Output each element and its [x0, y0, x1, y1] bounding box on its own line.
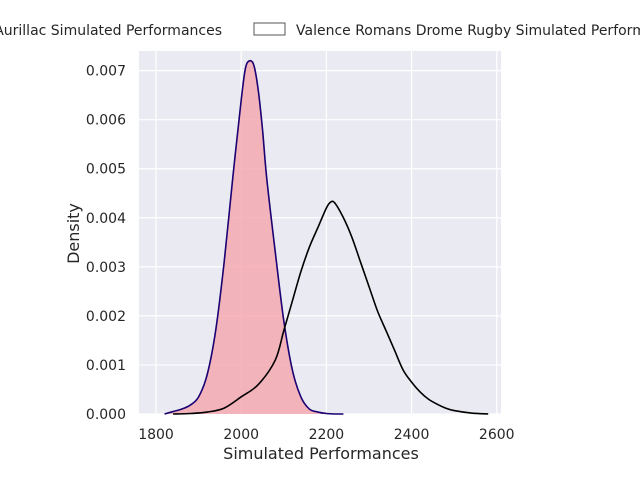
y-axis-label: Density [64, 203, 83, 264]
y-tick-label: 0.000 [86, 407, 126, 423]
y-tick-label: 0.006 [86, 113, 126, 129]
legend-swatch-aurillac [253, 22, 286, 36]
x-tick-label: 2400 [394, 427, 430, 443]
density-line-valence [173, 200, 489, 415]
y-tick-label: 0.001 [86, 358, 126, 374]
legend-label-valence: Valence Romans Drome Rugby Simulated Per… [296, 23, 640, 39]
x-tick-label: 1800 [138, 427, 174, 443]
density-line-aurillac [164, 59, 344, 415]
y-tick-label: 0.003 [86, 260, 126, 276]
x-axis-label: Simulated Performances [223, 444, 419, 463]
legend: Aurillac Simulated Performances Valence … [0, 22, 640, 39]
y-tick-label: 0.005 [86, 162, 126, 178]
y-tick-label: 0.002 [86, 309, 126, 325]
x-tick-label: 2600 [479, 427, 515, 443]
y-tick-label: 0.004 [86, 211, 126, 227]
series-layer [164, 59, 489, 415]
density-area-aurillac [164, 60, 344, 414]
legend-label-aurillac: Aurillac Simulated Performances [0, 23, 222, 39]
x-tick-label: 2000 [223, 427, 259, 443]
x-tick-label: 2200 [309, 427, 345, 443]
axis-ticks: 1800 2000 2200 2400 2600 0.000 0.001 0.002 0.003… [86, 64, 515, 443]
y-tick-label: 0.007 [86, 64, 126, 80]
plot-area [139, 51, 501, 414]
